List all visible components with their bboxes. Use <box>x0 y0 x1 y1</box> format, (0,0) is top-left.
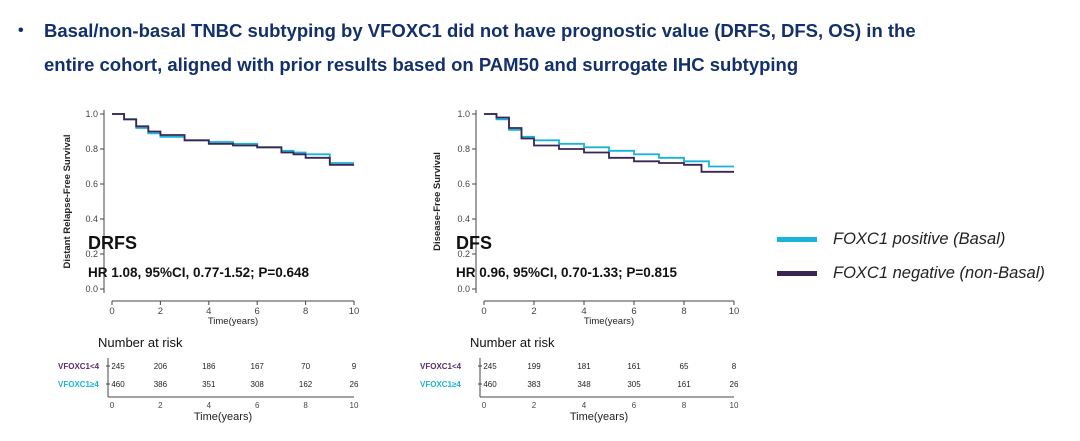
x-tick-label: 6 <box>255 306 260 317</box>
legend: FOXC1 positive (Basal) FOXC1 negative (n… <box>777 222 1045 290</box>
y-tick-label: 1.0 <box>457 109 470 119</box>
risk-value: 199 <box>527 362 541 371</box>
risk-value: 8 <box>732 362 737 371</box>
risk-row-label: VFOXC1≥4 <box>58 380 99 389</box>
x-tick-label: 10 <box>349 306 360 317</box>
risk-x-axis-title: Time(years) <box>194 411 252 423</box>
risk-value: 162 <box>299 380 313 389</box>
headline-line-1: Basal/non-basal TNBC subtyping by VFOXC1… <box>44 20 916 41</box>
x-axis-title: Time(years) <box>208 316 258 327</box>
risk-row-label: VFOXC1≥4 <box>420 380 461 389</box>
risk-x-tick-label: 0 <box>482 401 487 410</box>
x-tick-label: 4 <box>581 306 586 317</box>
risk-value: 460 <box>111 380 125 389</box>
risk-table-header: Number at risk <box>98 335 183 350</box>
risk-x-tick-label: 10 <box>350 401 359 410</box>
risk-value: 206 <box>154 362 168 371</box>
panel-title: DFS <box>456 233 492 253</box>
risk-x-axis-title: Time(years) <box>570 411 628 423</box>
risk-value: 305 <box>627 380 641 389</box>
bullet-marker: • <box>18 22 24 39</box>
x-tick-label: 6 <box>631 306 636 317</box>
risk-row-label: VFOXC1<4 <box>58 362 100 371</box>
legend-label-negative: FOXC1 negative (non-Basal) <box>833 263 1045 282</box>
dfs-panel: 0.0 0.2 0.4 0.6 0.8 1.0 0 2 4 6 8 10 Time(years) Dise… <box>420 109 740 423</box>
legend-item-negative: FOXC1 negative (non-Basal) <box>777 256 1045 290</box>
x-tick-label: 0 <box>481 306 486 317</box>
legend-swatch-negative <box>777 270 817 276</box>
x-tick-label: 2 <box>158 306 163 317</box>
risk-value: 161 <box>677 380 691 389</box>
y-tick-label: 0.2 <box>457 249 470 259</box>
y-tick-label: 0.4 <box>457 214 470 224</box>
y-axis-title: Distant Relapse-Free Survival <box>62 134 73 268</box>
risk-x-tick-label: 6 <box>255 401 260 410</box>
x-axis-title: Time(years) <box>584 316 634 327</box>
risk-value: 161 <box>627 362 641 371</box>
risk-x-tick-label: 8 <box>303 401 308 410</box>
risk-value: 348 <box>577 380 591 389</box>
risk-value: 70 <box>301 362 310 371</box>
legend-item-positive: FOXC1 positive (Basal) <box>777 222 1045 256</box>
y-tick-label: 0.2 <box>85 249 98 259</box>
panel-title: DRFS <box>88 233 137 253</box>
y-tick-label: 0.8 <box>457 144 470 154</box>
risk-table-header: Number at risk <box>470 335 555 350</box>
risk-x-tick-label: 2 <box>158 401 163 410</box>
risk-row-label: VFOXC1<4 <box>420 362 462 371</box>
risk-value: 181 <box>577 362 591 371</box>
risk-value: 9 <box>352 362 357 371</box>
x-tick-label: 8 <box>303 306 308 317</box>
hazard-ratio-annotation: HR 0.96, 95%CI, 0.70-1.33; P=0.815 <box>456 265 678 280</box>
legend-swatch-positive <box>777 236 817 242</box>
x-tick-label: 0 <box>109 306 114 317</box>
hazard-ratio-annotation: HR 1.08, 95%CI, 0.77-1.52; P=0.648 <box>88 265 310 280</box>
drfs-panel: 0.0 0.2 0.4 0.6 0.8 1.0 0 2 4 6 8 10 Time(years) Dist… <box>58 109 360 423</box>
risk-x-tick-label: 0 <box>110 401 115 410</box>
risk-value: 65 <box>680 362 689 371</box>
risk-value: 386 <box>154 380 168 389</box>
survival-curve-foxc1-negative <box>484 113 734 173</box>
risk-value: 186 <box>202 362 216 371</box>
y-tick-label: 0.0 <box>457 284 470 294</box>
risk-x-tick-label: 6 <box>632 401 637 410</box>
x-tick-label: 8 <box>681 306 686 317</box>
risk-x-tick-label: 2 <box>532 401 537 410</box>
x-tick-label: 10 <box>729 306 740 317</box>
y-axis-title: Disease-Free Survival <box>432 152 443 251</box>
risk-x-tick-label: 4 <box>582 401 587 410</box>
headline-line-2: entire cohort, aligned with prior result… <box>44 54 799 75</box>
risk-value: 245 <box>483 362 497 371</box>
risk-value: 351 <box>202 380 216 389</box>
x-tick-label: 2 <box>531 306 536 317</box>
headline: • Basal/non-basal TNBC subtyping by VFOX… <box>18 14 1068 82</box>
y-tick-label: 0.8 <box>85 144 98 154</box>
risk-x-tick-label: 4 <box>207 401 212 410</box>
risk-value: 245 <box>111 362 125 371</box>
y-tick-label: 0.4 <box>85 214 98 224</box>
y-tick-label: 0.6 <box>85 179 98 189</box>
survival-curve-foxc1-positive <box>112 113 354 164</box>
risk-value: 167 <box>251 362 265 371</box>
risk-value: 460 <box>483 380 497 389</box>
risk-x-tick-label: 10 <box>730 401 739 410</box>
survival-curve-foxc1-negative <box>112 113 354 166</box>
y-tick-label: 0.6 <box>457 179 470 189</box>
y-tick-label: 0.0 <box>85 284 98 294</box>
risk-value: 26 <box>730 380 739 389</box>
risk-value: 26 <box>350 380 359 389</box>
y-tick-label: 1.0 <box>85 109 98 119</box>
x-tick-label: 4 <box>206 306 211 317</box>
risk-x-tick-label: 8 <box>682 401 687 410</box>
legend-label-positive: FOXC1 positive (Basal) <box>833 229 1006 248</box>
risk-value: 308 <box>251 380 265 389</box>
risk-value: 383 <box>527 380 541 389</box>
